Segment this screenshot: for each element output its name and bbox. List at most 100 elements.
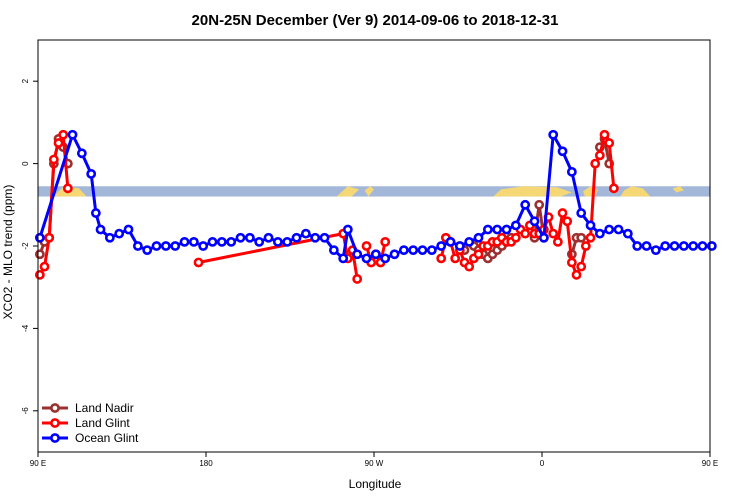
legend-marker-ocean-glint — [50, 433, 60, 443]
data-point-land-glint — [450, 253, 461, 264]
data-point-ocean-glint — [417, 245, 428, 256]
data-point-ocean-glint — [328, 245, 339, 256]
data-point-ocean-glint — [380, 253, 391, 264]
data-point-ocean-glint — [622, 228, 633, 239]
y-tick-label: -4 — [21, 324, 30, 332]
data-point-ocean-glint — [198, 241, 209, 251]
land-patch — [672, 186, 684, 193]
data-point-ocean-glint — [170, 241, 181, 251]
data-point-ocean-glint — [67, 129, 78, 140]
data-point-ocean-glint — [669, 241, 680, 251]
data-point-ocean-glint — [641, 241, 652, 251]
data-point-land-nadir — [534, 199, 545, 210]
data-point-ocean-glint — [426, 245, 437, 256]
data-point-ocean-glint — [548, 129, 559, 140]
data-point-ocean-glint — [678, 241, 689, 251]
data-point-ocean-glint — [520, 199, 531, 210]
data-point-land-glint — [436, 253, 447, 264]
data-point-ocean-glint — [352, 249, 363, 260]
x-tick-label: 90 E — [702, 459, 718, 468]
data-point-ocean-glint — [389, 249, 400, 260]
chart-title: 20N-25N December (Ver 9) 2014-09-06 to 2… — [192, 12, 559, 29]
map-band — [38, 186, 710, 197]
data-point-land-glint — [576, 261, 587, 272]
data-point-ocean-glint — [142, 245, 153, 256]
data-point-ocean-glint — [370, 249, 381, 260]
x-tick-label: 0 — [540, 459, 545, 468]
data-point-ocean-glint — [445, 236, 456, 247]
data-point-ocean-glint — [594, 228, 605, 239]
data-point-ocean-glint — [697, 241, 708, 251]
data-point-ocean-glint — [188, 236, 199, 247]
x-tick-label: 180 — [199, 459, 213, 468]
x-tick-label: 90 W — [365, 459, 384, 468]
data-point-ocean-glint — [538, 232, 549, 243]
legend-label-land-nadir: Land Nadir — [75, 401, 134, 415]
data-point-ocean-glint — [207, 236, 218, 247]
data-point-ocean-glint — [529, 216, 540, 227]
data-point-ocean-glint — [492, 224, 503, 235]
land-patch — [364, 186, 374, 197]
ocean-strip — [38, 186, 710, 197]
data-point-ocean-glint — [464, 236, 475, 247]
legend-label-ocean-glint: Ocean Glint — [75, 431, 139, 445]
data-point-ocean-glint — [86, 168, 97, 179]
data-point-ocean-glint — [398, 245, 409, 256]
y-tick-label: 2 — [21, 78, 30, 83]
data-point-land-glint — [562, 216, 573, 227]
data-point-land-glint — [608, 183, 619, 194]
data-point-ocean-glint — [263, 232, 274, 243]
data-point-land-glint — [58, 129, 69, 140]
data-point-ocean-glint — [151, 241, 162, 251]
data-point-ocean-glint — [473, 232, 484, 243]
data-point-ocean-glint — [132, 241, 143, 251]
data-point-land-glint — [361, 241, 372, 251]
axes: 90 E 180 90 W 0 90 E 2 0 -2 -4 -6 — [21, 78, 718, 468]
data-point-land-glint — [585, 232, 596, 243]
data-point-ocean-glint — [585, 220, 596, 231]
data-point-land-glint — [566, 257, 577, 268]
data-point-land-glint — [53, 138, 64, 148]
data-point-land-glint — [193, 257, 204, 268]
data-point-ocean-glint — [482, 224, 493, 235]
data-point-ocean-glint — [706, 241, 717, 251]
legend-marker-land-nadir — [50, 403, 60, 413]
data-point-ocean-glint — [338, 253, 349, 264]
x-tick-label: 90 E — [30, 459, 46, 468]
data-point-land-glint — [62, 183, 73, 194]
data-point-ocean-glint — [104, 232, 115, 243]
data-point-land-glint — [557, 208, 568, 218]
y-axis-label: XCO2 - MLO trend (ppm) — [1, 185, 15, 320]
data-point-ocean-glint — [650, 245, 661, 256]
data-point-land-glint — [44, 232, 55, 243]
data-point-land-glint — [473, 249, 484, 260]
data-point-land-glint — [590, 158, 601, 169]
data-point-ocean-glint — [179, 236, 190, 247]
data-point-land-glint — [594, 150, 605, 161]
data-point-ocean-glint — [34, 232, 45, 243]
data-point-ocean-glint — [272, 236, 283, 247]
data-point-ocean-glint — [282, 236, 293, 247]
data-point-ocean-glint — [604, 224, 615, 235]
data-point-ocean-glint — [576, 208, 587, 218]
data-point-ocean-glint — [95, 224, 106, 235]
data-point-ocean-glint — [501, 224, 512, 235]
data-point-ocean-glint — [436, 241, 447, 251]
data-point-ocean-glint — [688, 241, 699, 251]
data-point-land-glint — [520, 228, 531, 239]
series-layer — [34, 129, 717, 284]
data-point-ocean-glint — [566, 166, 577, 177]
land-patch — [493, 186, 572, 197]
data-point-ocean-glint — [408, 245, 419, 256]
data-point-ocean-glint — [632, 241, 643, 251]
data-point-land-glint — [552, 236, 563, 247]
data-point-land-glint — [571, 269, 582, 280]
data-point-land-glint — [48, 154, 59, 165]
series-ocean-glint — [34, 129, 717, 264]
data-point-ocean-glint — [291, 232, 302, 243]
data-point-land-glint — [604, 138, 615, 148]
data-point-ocean-glint — [613, 224, 624, 235]
y-tick-label: -6 — [21, 407, 30, 415]
